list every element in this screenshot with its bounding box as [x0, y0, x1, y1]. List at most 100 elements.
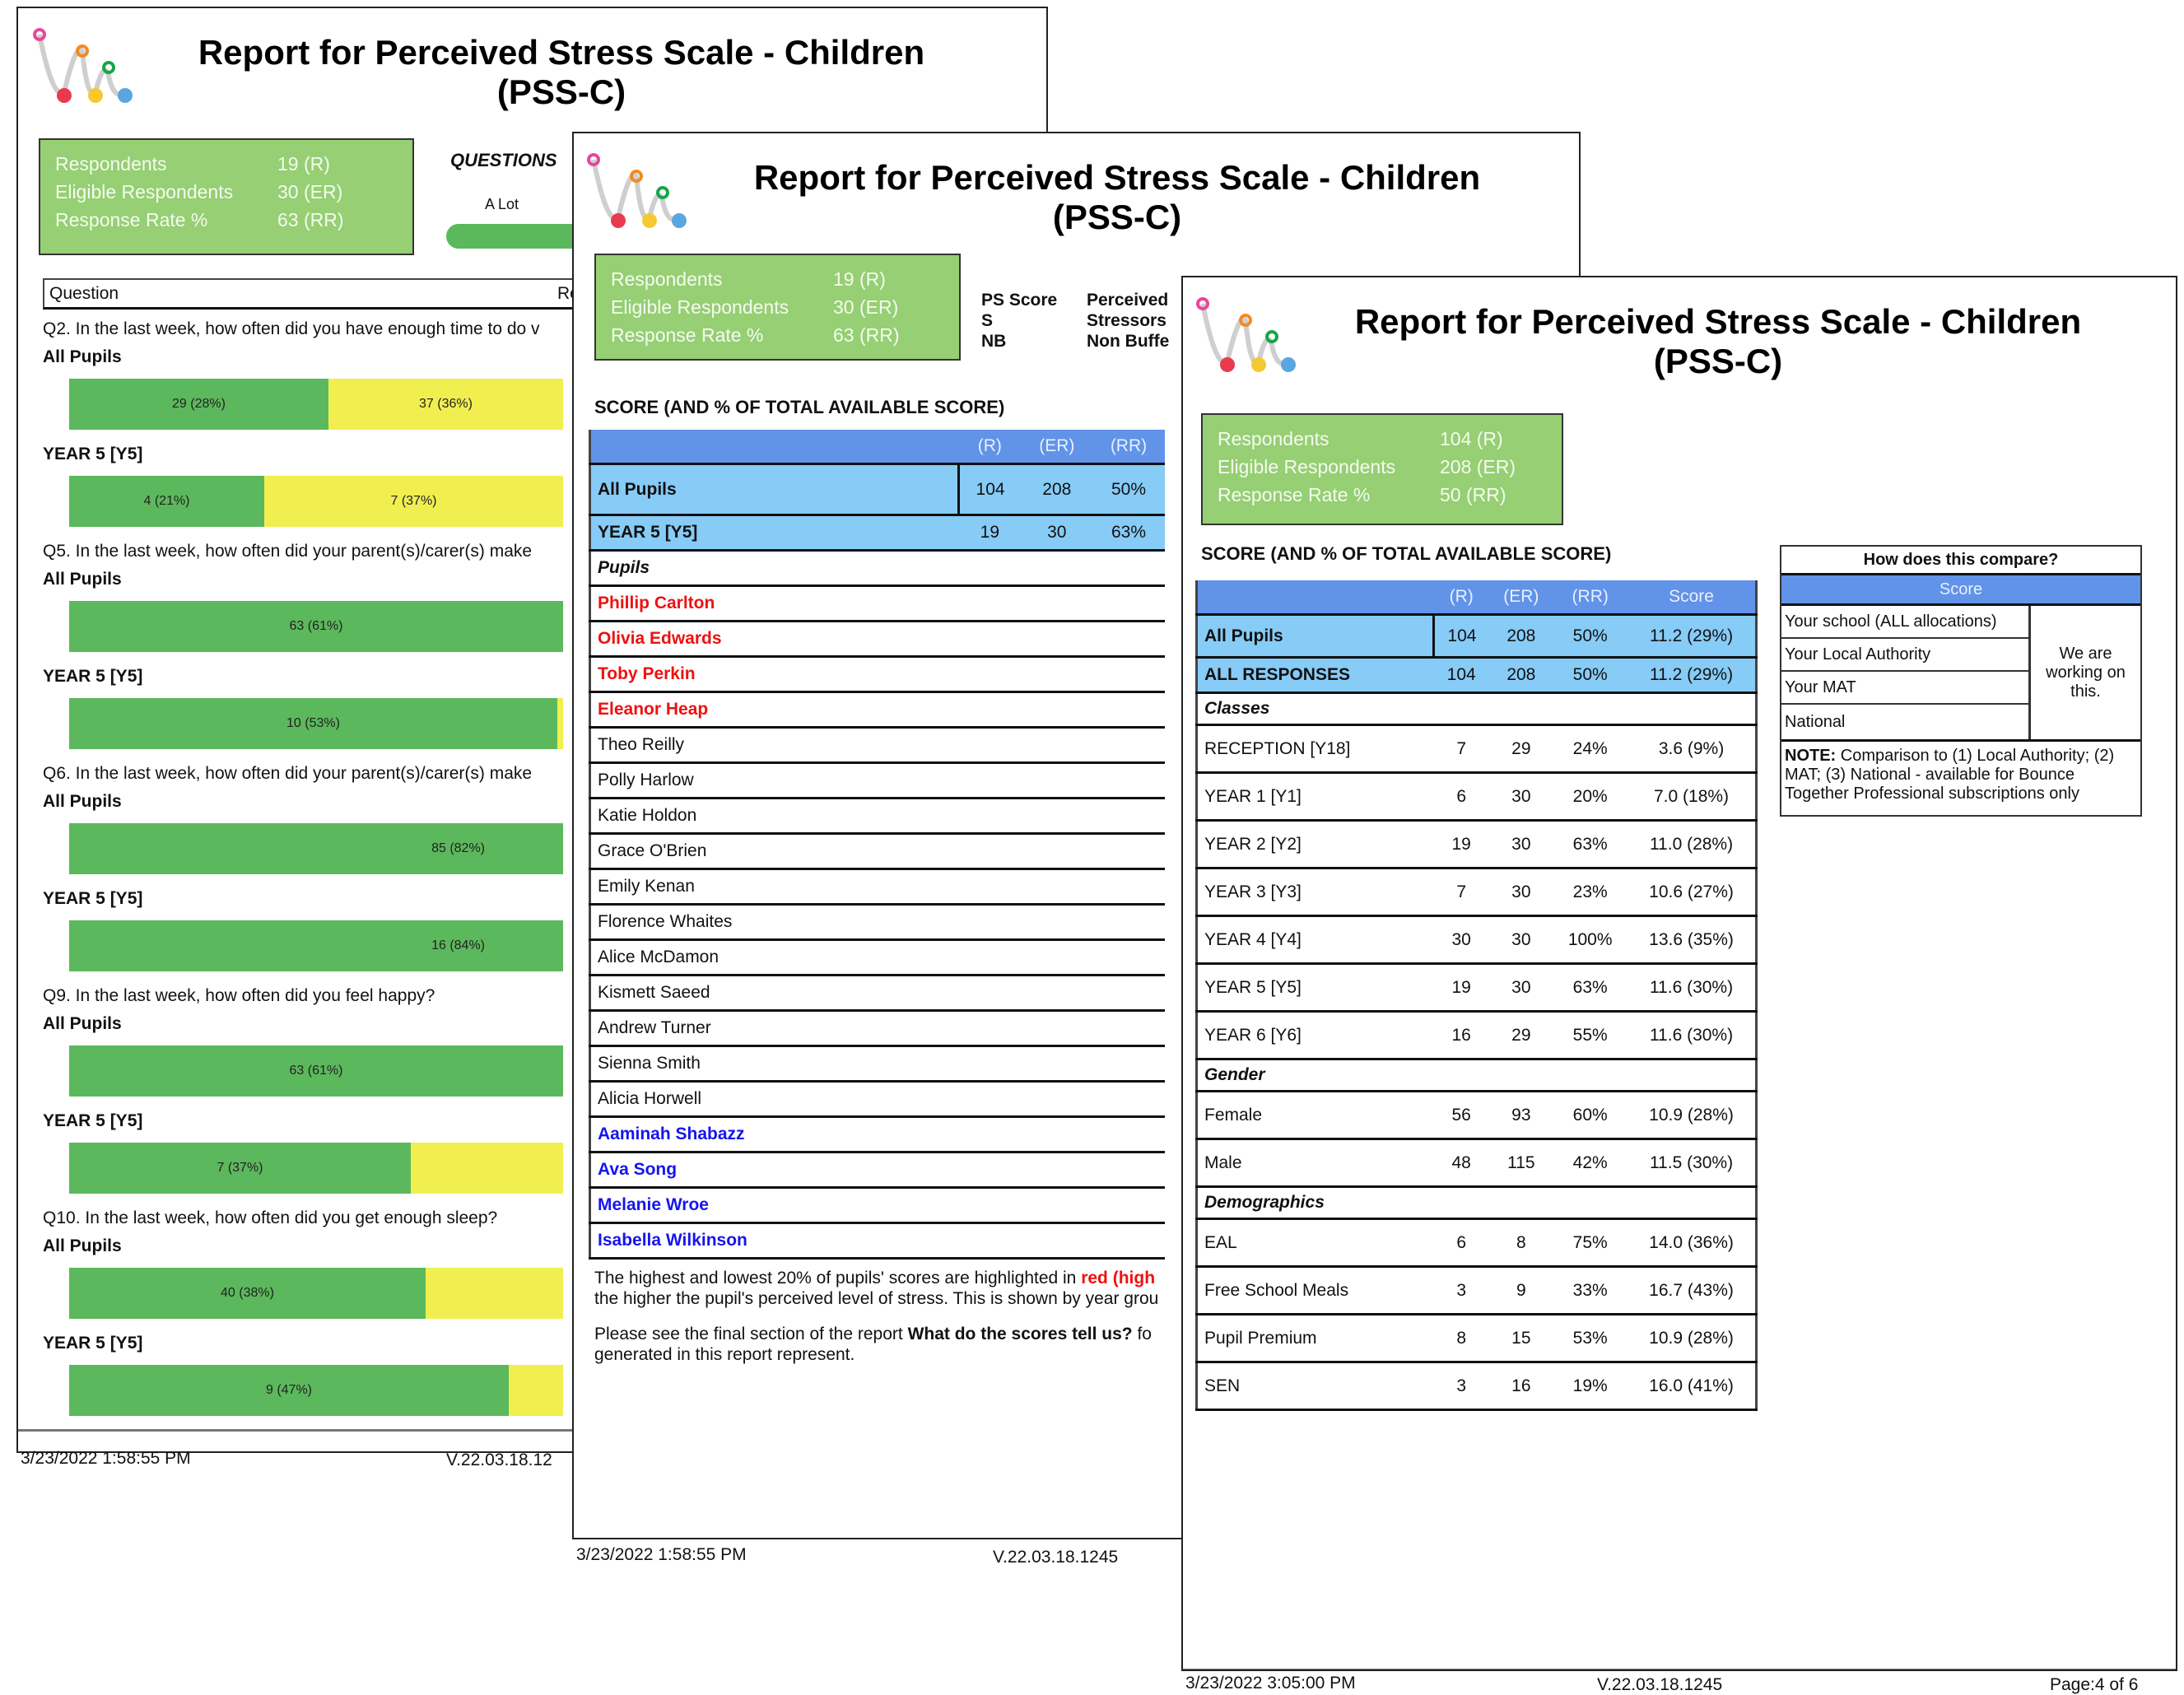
page-title: Report for Perceived Stress Scale - Chil…: [753, 158, 1481, 237]
green-bar-segment: 63 (61%): [69, 1045, 563, 1097]
questions-heading: QUESTIONS: [450, 150, 557, 170]
section-heading-row: Demographics: [1196, 1186, 1757, 1220]
yellow-bar-segment: 37 (36%): [328, 379, 563, 430]
pupil-row: Polly Harlow: [589, 762, 1165, 799]
compare-row-national: National: [1785, 713, 1846, 731]
group-row: Free School Meals 3 9 33% 16.7 (43%): [1196, 1266, 1757, 1315]
pupil-name: Kismett Saeed: [589, 975, 1165, 1012]
group-label: All Pupils: [43, 347, 122, 366]
table-header-row: (R) (ER) (RR): [589, 430, 1165, 465]
question-text: Q9. In the last week, how often did you …: [43, 986, 435, 1005]
comparison-status: We are working on this.: [2046, 644, 2126, 701]
pupil-name: Polly Harlow: [589, 762, 1165, 799]
pupil-name: Aaminah Shabazz: [589, 1116, 1165, 1153]
green-bar-segment: 10 (53%): [69, 698, 557, 749]
response-bar: 9 (47%): [69, 1365, 563, 1416]
group-row: Pupil Premium 8 15 53% 10.9 (28%): [1196, 1314, 1757, 1363]
group-row: RECEPTION [Y18] 7 29 24% 3.6 (9%): [1196, 724, 1757, 774]
group-label: All Pupils: [43, 1014, 122, 1033]
pupil-row: Olivia Edwards: [589, 621, 1165, 658]
pupil-name: Phillip Carlton: [589, 585, 1165, 622]
response-bar: 63 (61%): [69, 1045, 563, 1097]
legend-a-lot-bar: [446, 224, 594, 249]
pupil-row: Sienna Smith: [589, 1045, 1165, 1083]
pupil-row: Aaminah Shabazz: [589, 1116, 1165, 1153]
pupil-name: Andrew Turner: [589, 1010, 1165, 1047]
pupil-row: Alice McDamon: [589, 939, 1165, 976]
pupil-name: Florence Whaites: [589, 904, 1165, 941]
footer-rule: [1183, 1669, 2177, 1671]
final-section-note: Please see the final section of the repo…: [594, 1325, 1152, 1364]
questions-table-header: Question Resp: [43, 278, 603, 310]
pupil-row: Alicia Horwell: [589, 1081, 1165, 1118]
score-key: PS Score Perceived S Stressors NB Non Buffe: [981, 291, 1170, 351]
bounce-together-logo-icon: [587, 153, 687, 228]
green-bar-segment: 85 (82%): [69, 823, 563, 874]
green-bar-segment: 29 (28%): [69, 379, 328, 430]
group-row: YEAR 3 [Y3] 7 30 23% 10.6 (27%): [1196, 868, 1757, 917]
yellow-bar-segment: [411, 1143, 563, 1194]
group-row: YEAR 5 [Y5] 19 30 63% 11.6 (30%): [1196, 963, 1757, 1013]
pupil-row: Eleanor Heap: [589, 692, 1165, 729]
bounce-together-logo-icon: [1196, 297, 1296, 372]
compare-row-mat: Your MAT: [1781, 672, 2028, 705]
group-row: YEAR 2 [Y2] 19 30 63% 11.0 (28%): [1196, 820, 1757, 869]
footer-version: V.22.03.18.1245: [993, 1548, 1119, 1567]
green-bar-segment: 4 (21%): [69, 476, 264, 527]
group-row: YEAR 4 [Y4] 30 30 100% 13.6 (35%): [1196, 915, 1757, 965]
green-bar-segment: 16 (84%): [69, 920, 563, 971]
pupil-scores-table: (R) (ER) (RR) All Pupils 104 208 50% YEA…: [589, 430, 1165, 1260]
respondent-stats-box: Respondents 104 (R) Eligible Respondents 2…: [1201, 413, 1563, 525]
respondent-stats-box: Respondents 19 (R) Eligible Respondents 30…: [39, 138, 414, 255]
comparison-title: How does this compare?: [1781, 547, 2140, 575]
page-title: Report for Perceived Stress Scale - Chil…: [198, 33, 925, 112]
pupil-name: Katie Holdon: [589, 798, 1165, 835]
pupils-section-heading: Pupils: [589, 550, 1165, 587]
pupil-row: Phillip Carlton: [589, 585, 1165, 622]
highlight-note: The highest and lowest 20% of pupils' sc…: [594, 1269, 1159, 1308]
pupil-row: Katie Holdon: [589, 798, 1165, 835]
all-pupils-row: All Pupils 104 208 50%: [589, 463, 1165, 516]
legend-a-lot: A Lot: [485, 196, 519, 212]
footer-timestamp: 3/23/2022 1:58:55 PM: [21, 1449, 191, 1468]
year-5-row: YEAR 5 [Y5] 19 30 63%: [589, 515, 1165, 552]
yellow-bar-segment: 7 (37%): [264, 476, 563, 527]
pupil-row: Emily Kenan: [589, 868, 1165, 906]
pupil-name: Eleanor Heap: [589, 692, 1165, 729]
pupil-name: Ava Song: [589, 1152, 1165, 1189]
response-bar: 7 (37%): [69, 1143, 563, 1194]
response-bar: 40 (38%): [69, 1268, 563, 1319]
green-bar-segment: 9 (47%): [69, 1365, 509, 1416]
all-pupils-row: All Pupils 104 208 50% 11.2 (29%): [1196, 614, 1757, 659]
response-bar: 4 (21%) 7 (37%): [69, 476, 563, 527]
pupil-row: Andrew Turner: [589, 1010, 1165, 1047]
yellow-bar-segment: [557, 698, 563, 749]
green-bar-segment: 63 (61%): [69, 601, 563, 652]
score-heading: SCORE (AND % OF TOTAL AVAILABLE SCORE): [1201, 543, 1612, 564]
question-text: Q10. In the last week, how often did you…: [43, 1208, 498, 1227]
group-row: SEN 3 16 19% 16.0 (41%): [1196, 1362, 1757, 1411]
pupil-name: Theo Reilly: [589, 727, 1165, 764]
pupil-name: Sienna Smith: [589, 1045, 1165, 1083]
group-label: All Pupils: [43, 570, 122, 589]
section-heading-row: Gender: [1196, 1059, 1757, 1092]
pupil-name: Melanie Wroe: [589, 1187, 1165, 1224]
yellow-bar-segment: [509, 1365, 563, 1416]
pupil-name: Toby Perkin: [589, 656, 1165, 693]
respondent-stats-box: Respondents 19 (R) Eligible Respondents 30…: [594, 254, 961, 361]
comparison-score-header: Score: [1781, 575, 2140, 606]
pupil-name: Alice McDamon: [589, 939, 1165, 976]
pupil-name: Emily Kenan: [589, 868, 1165, 906]
response-bar: 85 (82%): [69, 823, 563, 874]
group-label: All Pupils: [43, 792, 122, 811]
group-sections: Classes RECEPTION [Y18] 7 29 24% 3.6 (9%) YEAR…: [1196, 692, 1757, 1411]
footer-version: V.22.03.18.1245: [1597, 1675, 1723, 1694]
footer-page-number: Page:4 of 6: [2050, 1675, 2139, 1694]
bounce-together-logo-icon: [33, 28, 133, 103]
footer-timestamp: 3/23/2022 3:05:00 PM: [1185, 1674, 1356, 1693]
pupil-row: Ava Song: [589, 1152, 1165, 1189]
group-scores-table: (R) (ER) (RR) Score All Pupils 104 208 5…: [1195, 580, 1758, 1411]
pupil-row: Theo Reilly: [589, 727, 1165, 764]
pupil-row: Florence Whaites: [589, 904, 1165, 941]
question-text: Q5. In the last week, how often did your…: [43, 542, 533, 561]
